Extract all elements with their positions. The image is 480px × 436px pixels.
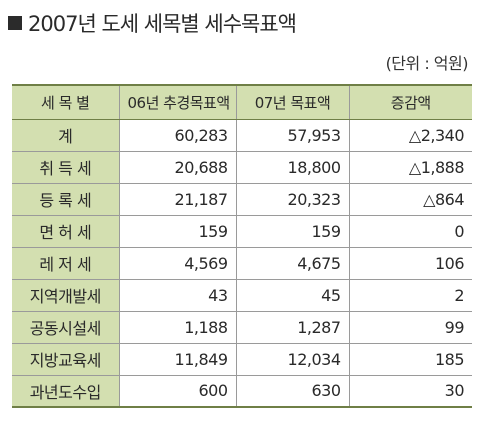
- table-row: 지방교육세 11,849 12,034 185: [12, 343, 472, 376]
- cell-2007: 57,953: [235, 119, 349, 152]
- cell-2006: 21,187: [118, 183, 236, 216]
- cell-diff: 30: [348, 375, 472, 408]
- cell-2007: 1,287: [235, 311, 349, 344]
- cell-2007: 45: [235, 279, 349, 312]
- header-2007-target: 07년 목표액: [235, 84, 349, 120]
- cell-2007: 4,675: [235, 247, 349, 280]
- cell-diff: △2,340: [348, 119, 472, 152]
- cell-diff: △864: [348, 183, 472, 216]
- title-row: 2007년 도세 세목별 세수목표액: [8, 6, 297, 40]
- cell-2007: 12,034: [235, 343, 349, 376]
- row-label: 지방교육세: [12, 343, 119, 376]
- title-bullet-square-icon: [8, 16, 22, 30]
- table-row: 계 60,283 57,953 △2,340: [12, 119, 472, 152]
- cell-diff: 106: [348, 247, 472, 280]
- header-tax-item: 세 목 별: [12, 84, 119, 120]
- cell-diff: 99: [348, 311, 472, 344]
- row-label: 지역개발세: [12, 279, 119, 312]
- cell-2006: 60,283: [118, 119, 236, 152]
- table-row: 면 허 세 159 159 0: [12, 215, 472, 248]
- row-label: 레 저 세: [12, 247, 119, 280]
- cell-2006: 43: [118, 279, 236, 312]
- table-row: 지역개발세 43 45 2: [12, 279, 472, 312]
- cell-2007: 20,323: [235, 183, 349, 216]
- cell-diff: 2: [348, 279, 472, 312]
- row-label: 면 허 세: [12, 215, 119, 248]
- cell-2006: 1,188: [118, 311, 236, 344]
- cell-2006: 159: [118, 215, 236, 248]
- row-label: 등 록 세: [12, 183, 119, 216]
- table-row: 취 득 세 20,688 18,800 △1,888: [12, 151, 472, 184]
- row-label: 과년도수입: [12, 375, 119, 408]
- table-row: 레 저 세 4,569 4,675 106: [12, 247, 472, 280]
- tax-target-table: 세 목 별 06년 추경목표액 07년 목표액 증감액 계 60,283 57,…: [12, 84, 472, 408]
- cell-diff: 0: [348, 215, 472, 248]
- table-row: 등 록 세 21,187 20,323 △864: [12, 183, 472, 216]
- cell-2007: 630: [235, 375, 349, 408]
- unit-note: (단위 : 억원): [385, 54, 469, 73]
- page-title: 2007년 도세 세목별 세수목표액: [28, 12, 297, 36]
- header-change-amount: 증감액: [348, 84, 472, 120]
- row-label: 계: [12, 119, 119, 152]
- table-header-row: 세 목 별 06년 추경목표액 07년 목표액 증감액: [12, 84, 472, 120]
- header-2006-revised-target: 06년 추경목표액: [118, 84, 236, 120]
- cell-2006: 20,688: [118, 151, 236, 184]
- table-row: 공동시설세 1,188 1,287 99: [12, 311, 472, 344]
- row-label: 공동시설세: [12, 311, 119, 344]
- cell-2006: 600: [118, 375, 236, 408]
- cell-2006: 4,569: [118, 247, 236, 280]
- cell-diff: △1,888: [348, 151, 472, 184]
- cell-diff: 185: [348, 343, 472, 376]
- cell-2007: 159: [235, 215, 349, 248]
- cell-2006: 11,849: [118, 343, 236, 376]
- cell-2007: 18,800: [235, 151, 349, 184]
- table-row: 과년도수입 600 630 30: [12, 375, 472, 408]
- row-label: 취 득 세: [12, 151, 119, 184]
